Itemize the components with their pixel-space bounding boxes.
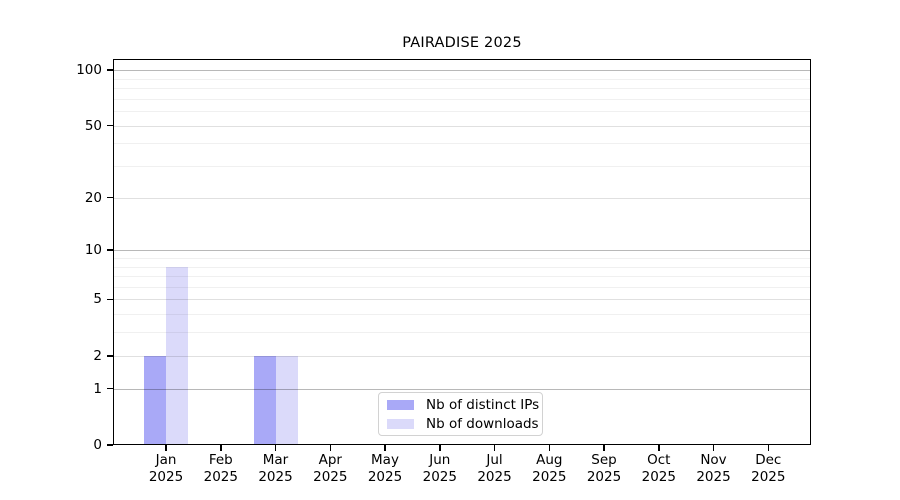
legend-item-downloads: Nb of downloads [387, 416, 539, 432]
y-tick-label: 50 [84, 117, 102, 134]
x-tick-year: 2025 [751, 469, 786, 485]
plot-area [113, 59, 811, 445]
x-tick-mark [220, 445, 222, 451]
x-tick-year: 2025 [477, 469, 512, 485]
y-minor-gridline [114, 332, 810, 334]
y-minor-gridline [114, 87, 810, 89]
x-tick-mark [274, 445, 277, 451]
legend-label-distinct-ips: Nb of distinct IPs [426, 396, 540, 413]
y-tick-mark [107, 196, 113, 199]
bar-distinct-ips [144, 355, 166, 445]
y-gridline [114, 125, 810, 127]
y-minor-gridline [114, 257, 810, 259]
x-tick-label: Sep 2025 [574, 452, 634, 486]
x-tick-year: 2025 [203, 469, 238, 485]
x-tick-year: 2025 [586, 469, 622, 485]
x-tick-month: Jun [429, 452, 451, 468]
x-tick-mark [329, 445, 331, 451]
legend-label-downloads: Nb of downloads [426, 415, 539, 432]
x-tick-mark [439, 445, 441, 451]
y-minor-gridline [114, 166, 810, 167]
y-tick-label: 0 [93, 437, 102, 453]
bar-distinct-ips [253, 355, 276, 445]
x-tick-label: Dec 2025 [738, 452, 798, 486]
x-tick-mark [712, 445, 715, 451]
x-tick-mark [165, 445, 167, 451]
y-tick-label: 100 [76, 62, 102, 78]
x-tick-month: May [371, 452, 399, 468]
legend: Nb of distinct IPs Nb of downloads [378, 392, 543, 436]
x-tick-month: Sep [591, 452, 617, 468]
bar-downloads [275, 355, 298, 445]
y-tick-mark [107, 444, 113, 446]
y-tick-label: 2 [93, 347, 102, 364]
y-gridline [114, 355, 810, 357]
y-minor-gridline [114, 143, 810, 145]
x-tick-label: Aug 2025 [519, 452, 579, 486]
x-tick-year: 2025 [258, 469, 293, 485]
x-tick-month: Dec [755, 452, 782, 468]
x-tick-month: Nov [700, 452, 727, 468]
x-tick-mark [658, 445, 660, 451]
y-tick-label: 1 [93, 380, 102, 397]
y-tick-mark [107, 298, 113, 301]
x-tick-year: 2025 [313, 469, 348, 485]
x-tick-mark [384, 445, 386, 451]
y-tick-label: 20 [84, 189, 102, 206]
x-tick-mark [767, 445, 769, 451]
y-tick-mark [107, 69, 113, 71]
x-tick-month: Apr [318, 452, 342, 468]
y-minor-gridline [114, 111, 810, 112]
x-tick-year: 2025 [367, 469, 403, 485]
y-minor-gridline [114, 314, 810, 316]
y-tick-mark [107, 249, 113, 251]
legend-item-distinct-ips: Nb of distinct IPs [387, 397, 539, 413]
y-major-gridline [114, 70, 810, 71]
x-tick-month: Jul [486, 452, 503, 468]
x-tick-label: Jun 2025 [410, 452, 470, 486]
x-tick-label: Nov 2025 [684, 452, 744, 486]
x-tick-label: Jul 2025 [465, 452, 525, 486]
x-tick-year: 2025 [641, 469, 676, 485]
x-tick-year: 2025 [422, 469, 457, 485]
x-tick-mark [548, 445, 550, 451]
x-tick-year: 2025 [148, 469, 184, 485]
x-tick-label: Oct 2025 [629, 452, 689, 486]
y-tick-label: 5 [93, 291, 102, 308]
y-major-gridline [114, 250, 810, 252]
y-gridline [114, 299, 810, 301]
legend-swatch-distinct-ips [387, 399, 414, 410]
x-tick-mark [603, 445, 605, 451]
x-tick-month: Jan [155, 452, 177, 468]
x-tick-year: 2025 [532, 469, 567, 485]
y-minor-gridline [114, 78, 810, 80]
x-tick-month: Oct [647, 452, 671, 468]
y-minor-gridline [114, 98, 810, 100]
y-tick-mark [107, 387, 113, 390]
y-minor-gridline [114, 276, 810, 277]
x-tick-month: Aug [536, 452, 563, 468]
y-major-gridline [114, 388, 810, 390]
bar-downloads [166, 266, 188, 445]
y-minor-gridline [114, 266, 810, 268]
y-tick-label: 10 [84, 242, 102, 259]
x-tick-month: Mar [262, 452, 289, 468]
legend-swatch-downloads [387, 418, 414, 429]
x-tick-label: May 2025 [355, 452, 415, 486]
x-tick-year: 2025 [696, 469, 731, 485]
x-tick-label: Feb 2025 [191, 452, 251, 486]
x-tick-label: Mar 2025 [246, 452, 306, 486]
x-tick-month: Feb [208, 452, 233, 468]
x-tick-mark [493, 445, 496, 451]
y-minor-gridline [114, 286, 810, 288]
y-tick-mark [107, 355, 113, 357]
x-tick-label: Jan 2025 [136, 452, 196, 486]
chart-title: PAIRADISE 2025 [402, 35, 522, 51]
x-tick-label: Apr 2025 [300, 452, 360, 486]
y-tick-mark [107, 124, 113, 127]
y-gridline [114, 197, 810, 199]
